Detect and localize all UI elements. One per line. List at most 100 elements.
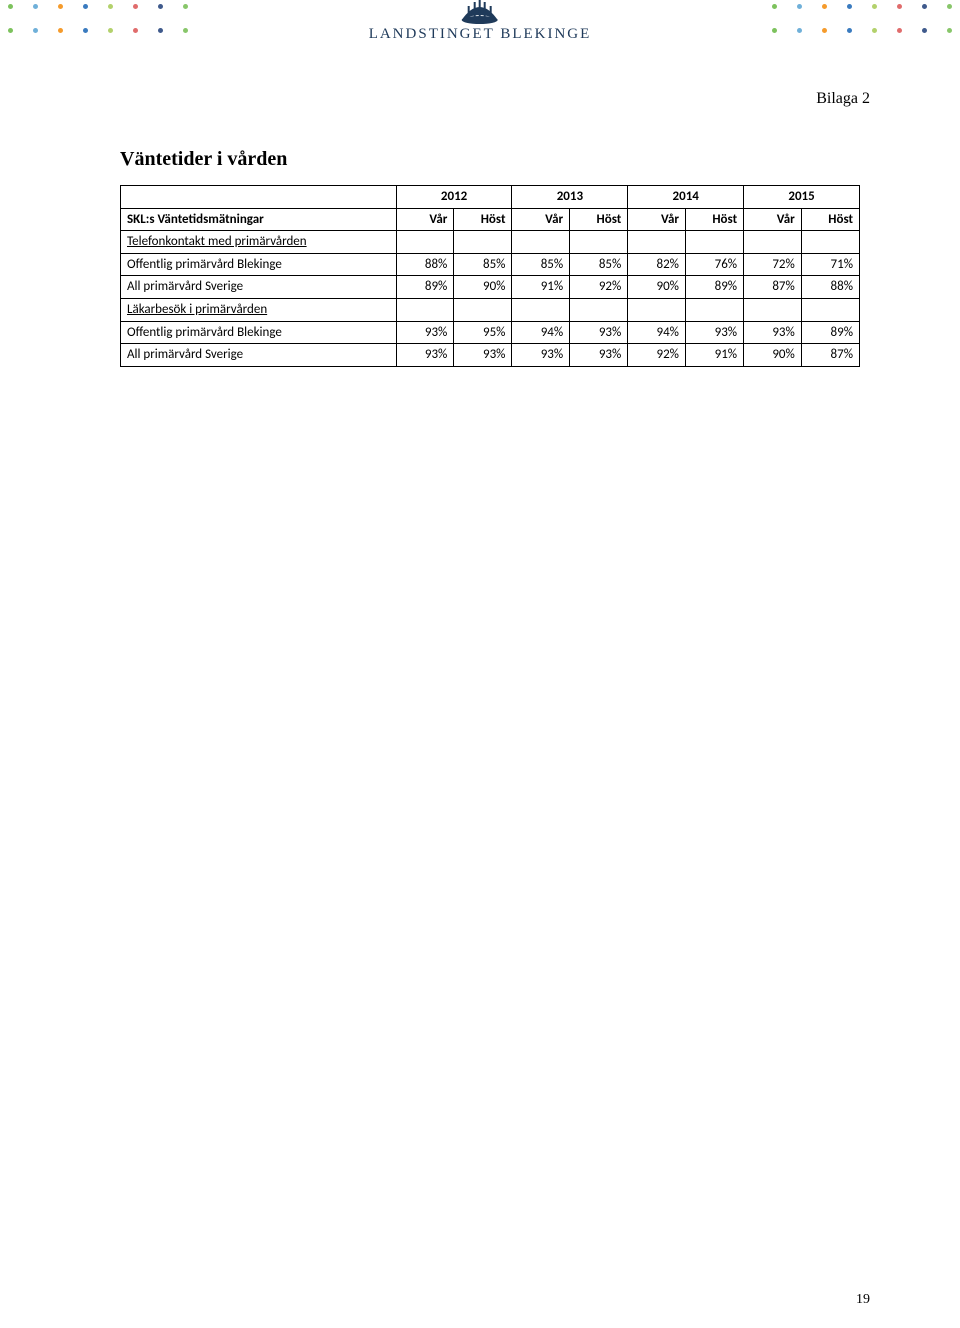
header-dot: [83, 28, 88, 33]
cell: [512, 231, 570, 254]
header-dot: [822, 4, 827, 9]
header-dot: [897, 28, 902, 33]
row-label: All primärvård Sverige: [121, 276, 397, 299]
cell: 93%: [685, 321, 743, 344]
sub-2: Vår: [512, 208, 570, 231]
header-dot: [158, 28, 163, 33]
cell: 91%: [512, 276, 570, 299]
header-dot: [133, 4, 138, 9]
page-body: Bilaga 2 Väntetider i vården 2012 2013 2…: [0, 60, 960, 367]
logo: LANDSTINGET BLEKINGE: [369, 0, 592, 43]
cell: [744, 231, 802, 254]
cell: [685, 231, 743, 254]
cell: 85%: [570, 253, 628, 276]
header-dot: [158, 4, 163, 9]
year-2013: 2013: [512, 186, 628, 209]
header-dot: [772, 28, 777, 33]
cell: 93%: [512, 344, 570, 367]
table-row: All primärvård Sverige89%90%91%92%90%89%…: [121, 276, 860, 299]
sub-7: Höst: [801, 208, 859, 231]
header-dot: [8, 28, 13, 33]
cell: [801, 231, 859, 254]
year-2014: 2014: [628, 186, 744, 209]
wait-table-body: Telefonkontakt med primärvårdenOffentlig…: [121, 231, 860, 367]
cell: 76%: [685, 253, 743, 276]
wait-table-head: 2012 2013 2014 2015 SKL:s Väntetidsmätni…: [121, 186, 860, 231]
header-dot: [83, 4, 88, 9]
cell: 89%: [801, 321, 859, 344]
header-dot: [947, 4, 952, 9]
cell: 71%: [801, 253, 859, 276]
cell: 89%: [685, 276, 743, 299]
table-row: Telefonkontakt med primärvården: [121, 231, 860, 254]
table-row: All primärvård Sverige93%93%93%93%92%91%…: [121, 344, 860, 367]
bilaga-label: Bilaga 2: [120, 90, 870, 108]
sub-5: Höst: [685, 208, 743, 231]
cell: 90%: [454, 276, 512, 299]
row-label: All primärvård Sverige: [121, 344, 397, 367]
header-dot: [33, 28, 38, 33]
cell: 91%: [685, 344, 743, 367]
cell: 90%: [744, 344, 802, 367]
cell: 93%: [396, 344, 454, 367]
header-dot: [797, 4, 802, 9]
cell: 94%: [628, 321, 686, 344]
sub-3: Höst: [570, 208, 628, 231]
cell: 87%: [801, 344, 859, 367]
cell: [454, 231, 512, 254]
row-label: Offentlig primärvård Blekinge: [121, 253, 397, 276]
cell: 85%: [512, 253, 570, 276]
cell: 90%: [628, 276, 686, 299]
row-label-header: SKL:s Väntetidsmätningar: [121, 208, 397, 231]
header-dot: [33, 4, 38, 9]
subheader-row: SKL:s Väntetidsmätningar Vår Höst Vår Hö…: [121, 208, 860, 231]
cell: [744, 298, 802, 321]
year-2015: 2015: [744, 186, 860, 209]
cell: [570, 298, 628, 321]
table-row: Offentlig primärvård Blekinge88%85%85%85…: [121, 253, 860, 276]
page-number: 19: [856, 1292, 870, 1308]
header-dot: [8, 4, 13, 9]
cell: [396, 298, 454, 321]
cell: 93%: [396, 321, 454, 344]
cell: [628, 231, 686, 254]
header-dot: [847, 4, 852, 9]
header-dot: [133, 28, 138, 33]
cell: 89%: [396, 276, 454, 299]
dots-right-bot: [772, 28, 952, 33]
cell: 82%: [628, 253, 686, 276]
table-row: Offentlig primärvård Blekinge93%95%94%93…: [121, 321, 860, 344]
header-dot: [183, 28, 188, 33]
dots-right-top: [772, 4, 952, 9]
sub-6: Vår: [744, 208, 802, 231]
sub-0: Vår: [396, 208, 454, 231]
cell: [628, 298, 686, 321]
row-label: Telefonkontakt med primärvården: [121, 231, 397, 254]
cell: [801, 298, 859, 321]
logo-text: LANDSTINGET BLEKINGE: [369, 26, 592, 43]
cell: 72%: [744, 253, 802, 276]
cell: 92%: [570, 276, 628, 299]
page-header: LANDSTINGET BLEKINGE: [0, 0, 960, 60]
cell: 93%: [570, 321, 628, 344]
cell: [685, 298, 743, 321]
cell: 88%: [801, 276, 859, 299]
header-dot: [922, 4, 927, 9]
cell: 85%: [454, 253, 512, 276]
cell: 94%: [512, 321, 570, 344]
header-dot: [772, 4, 777, 9]
year-2012: 2012: [396, 186, 512, 209]
cell: [454, 298, 512, 321]
cell: [512, 298, 570, 321]
header-blank: [121, 186, 397, 209]
year-row: 2012 2013 2014 2015: [121, 186, 860, 209]
cell: 92%: [628, 344, 686, 367]
cell: [396, 231, 454, 254]
header-dot: [872, 4, 877, 9]
header-dot: [58, 28, 63, 33]
header-dot: [797, 28, 802, 33]
header-dot: [947, 28, 952, 33]
sub-4: Vår: [628, 208, 686, 231]
header-dot: [922, 28, 927, 33]
table-row: Läkarbesök i primärvården: [121, 298, 860, 321]
